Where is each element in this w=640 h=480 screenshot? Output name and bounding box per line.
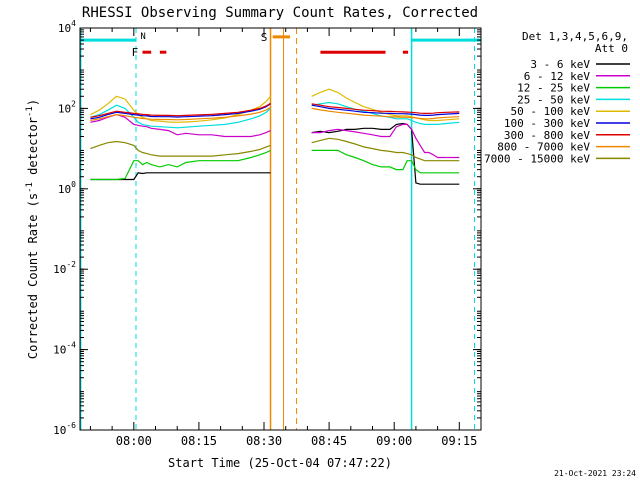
y-tick-exponent: 4: [71, 19, 76, 28]
series-line: [311, 88, 460, 122]
series-line: [311, 103, 460, 115]
series-line: [90, 140, 271, 157]
y-tick-exponent: 0: [71, 180, 76, 189]
plot-frame: [79, 27, 482, 431]
series-4: [90, 101, 460, 129]
legend-entry-label: 100 - 300 keV: [504, 117, 590, 130]
legend-header-line1: Det 1,3,4,5,6,9,: [522, 30, 628, 43]
series-3: [90, 149, 460, 181]
y-tick-base: 10: [53, 344, 66, 357]
legend-entry-label: 800 - 7000 keV: [497, 141, 590, 154]
y-tick-base: 10: [58, 183, 71, 196]
legend-entry-label: 300 - 800 keV: [504, 129, 590, 142]
series-line: [90, 95, 271, 123]
y-axis-label-sup1: -1: [25, 182, 35, 193]
legend-entry-label: 6 - 12 keV: [524, 70, 591, 83]
y-tick-label: 10-2: [53, 260, 76, 276]
y-tick-base: 10: [53, 424, 66, 437]
y-axis-label-main: Corrected Count Rate (s: [26, 193, 40, 359]
series-line: [311, 101, 460, 126]
y-tick-base: 10: [58, 22, 71, 35]
series-8: [90, 106, 460, 122]
y-tick-exponent: -6: [66, 421, 76, 430]
chart-title: RHESSI Observing Summary Count Rates, Co…: [82, 5, 478, 21]
series-9: [90, 137, 460, 162]
series-line: [90, 149, 271, 181]
legend-entry-label: 3 - 6 keV: [530, 58, 590, 71]
series-line: [311, 104, 460, 117]
series-line: [311, 123, 460, 159]
series-7: [90, 102, 460, 118]
y-axis-label: Corrected Count Rate (s-1 detector-1): [25, 99, 40, 359]
y-axis-label-sup2: -1: [25, 106, 35, 117]
series-line: [90, 106, 271, 122]
series-line: [311, 137, 460, 162]
legend-entry-label: 7000 - 15000 keV: [484, 152, 590, 165]
y-tick-base: 10: [53, 263, 66, 276]
y-axis-label-end: ): [26, 99, 40, 106]
x-tick-label: 08:15: [181, 434, 217, 448]
y-tick-exponent: 2: [71, 99, 76, 108]
plot-area: NF S: [80, 28, 481, 430]
y-tick-label: 10-6: [53, 421, 76, 437]
saa-marker-label: S: [261, 31, 268, 44]
y-tick-exponent: -2: [66, 260, 76, 269]
legend-entry-label: 25 - 50 keV: [517, 93, 590, 106]
series-2: [90, 113, 460, 159]
y-tick-label: 10-4: [53, 341, 76, 357]
night-marker-label: N: [140, 32, 145, 42]
series-line: [311, 149, 460, 174]
series-6: [90, 103, 460, 120]
x-tick-label: 08:30: [246, 434, 282, 448]
legend-entry-label: 12 - 25 keV: [517, 82, 590, 95]
x-tick-label: 09:15: [441, 434, 477, 448]
x-axis: 08:00 08:15 08:30 08:45 09:00 09:15: [89, 28, 482, 448]
x-tick-label: 08:45: [311, 434, 347, 448]
series-line: [311, 107, 460, 120]
y-tick-exponent: -4: [66, 341, 76, 350]
y-tick-label: 100: [58, 180, 76, 196]
series-line: [90, 172, 271, 181]
legend-entry-label: 50 - 100 keV: [511, 105, 591, 118]
series-line: [311, 122, 460, 185]
x-tick-label: 09:00: [376, 434, 412, 448]
series-line: [90, 104, 271, 129]
y-tick-base: 10: [58, 102, 71, 115]
legend-header-line2: Att 0: [595, 42, 628, 55]
series-line: [90, 102, 271, 118]
x-axis-label: Start Time (25-Oct-04 07:47:22): [168, 456, 392, 470]
x-tick-label: 08:00: [116, 434, 152, 448]
y-tick-label: 104: [58, 19, 76, 35]
y-axis-label-mid: detector: [26, 117, 40, 182]
series-line: [90, 103, 271, 120]
footer-timestamp: 21-Oct-2021 23:24: [554, 469, 636, 478]
series-line: [90, 113, 271, 138]
y-tick-label: 102: [58, 99, 76, 115]
flare-marker-label: F: [132, 46, 139, 59]
